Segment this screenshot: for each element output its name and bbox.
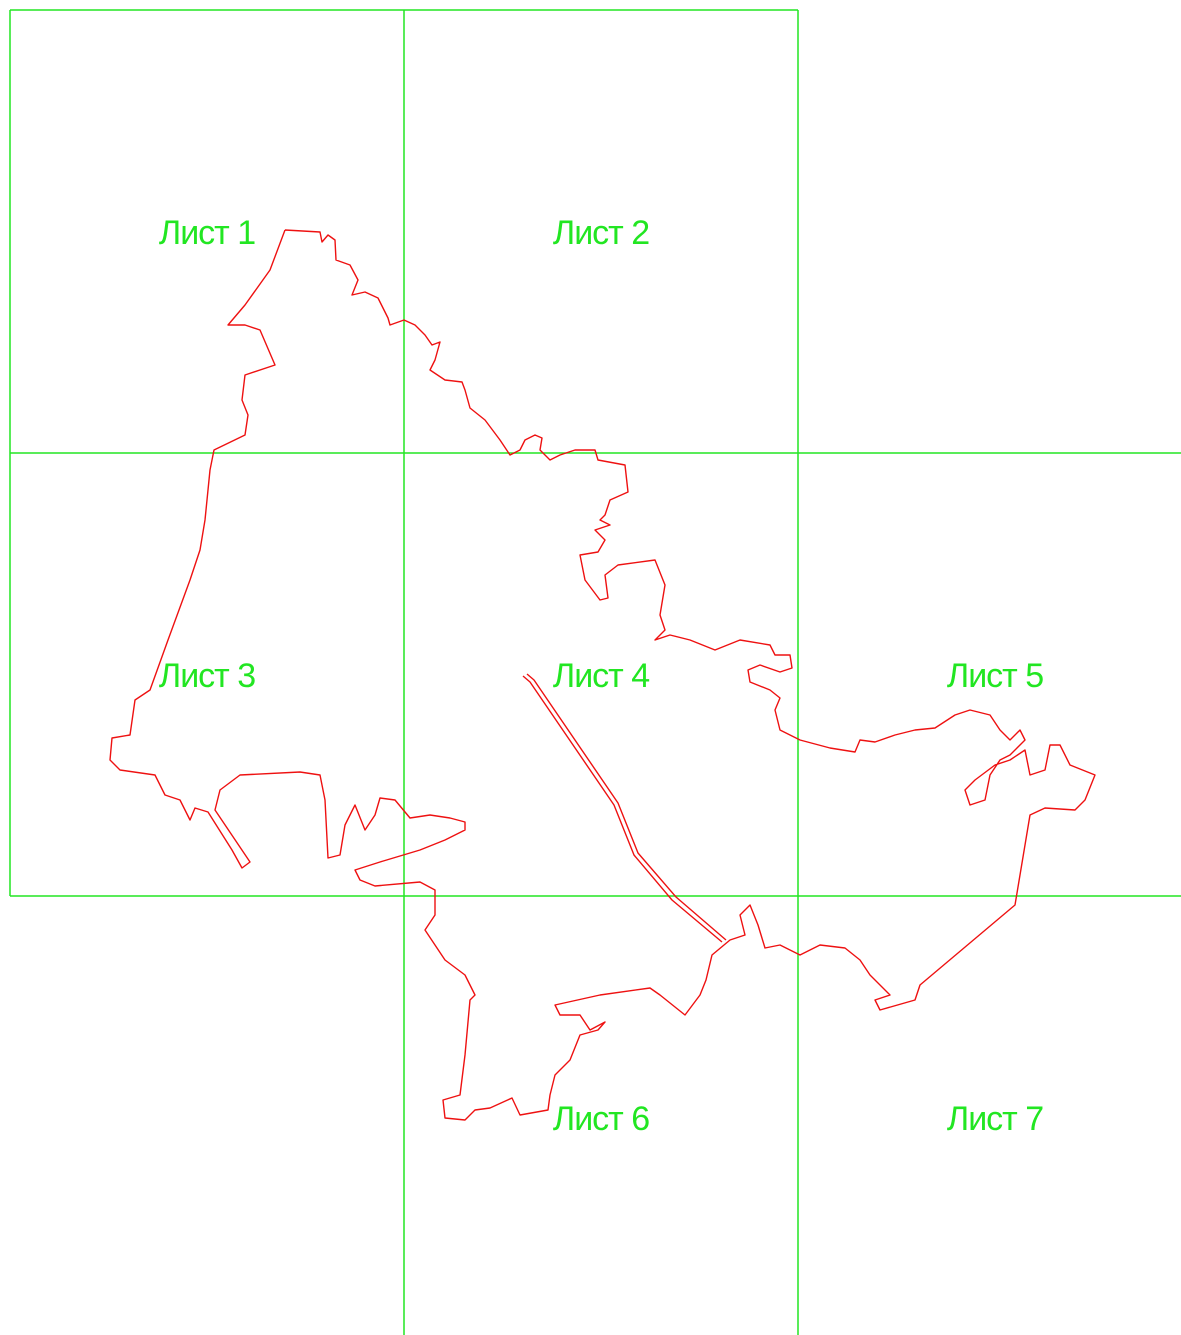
sheet-label: Лист 5 bbox=[947, 657, 1043, 695]
sheet-label: Лист 6 bbox=[553, 1100, 649, 1138]
sheet-label: Лист 3 bbox=[159, 657, 255, 695]
railway bbox=[526, 673, 727, 941]
sheet-grid bbox=[9, 9, 1181, 1335]
railway bbox=[522, 675, 723, 943]
sheet-label: Лист 2 bbox=[553, 214, 649, 252]
boundary bbox=[109, 229, 1096, 1121]
sheet-label: Лист 7 bbox=[947, 1100, 1043, 1138]
sheet-label: Лист 4 bbox=[553, 657, 649, 695]
sheet-label: Лист 1 bbox=[159, 214, 255, 252]
